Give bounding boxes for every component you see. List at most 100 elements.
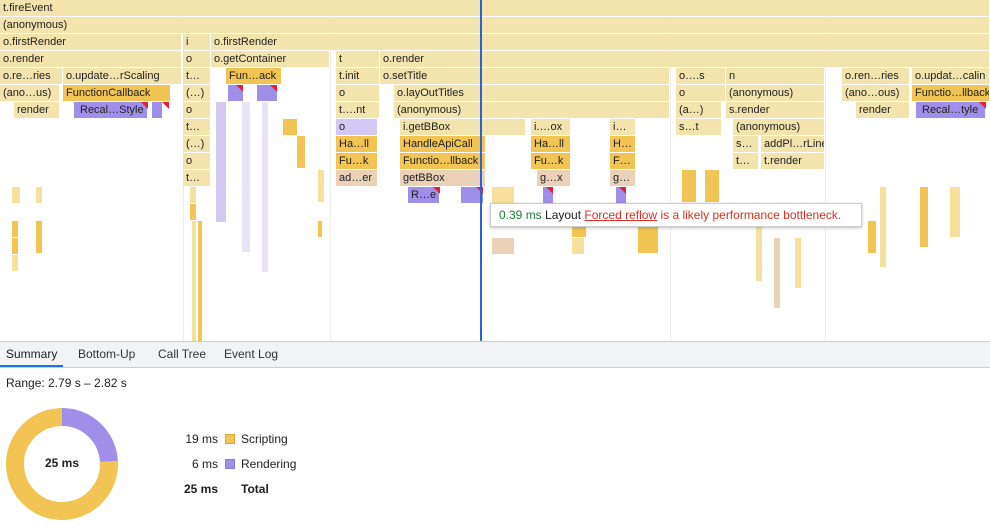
flame-block[interactable]: Functio…llback	[400, 153, 486, 169]
flame-block[interactable]: render	[14, 102, 60, 118]
flame-block[interactable]	[198, 221, 202, 341]
flame-block[interactable]: addPl…rLine	[761, 136, 825, 152]
flame-block[interactable]	[12, 221, 18, 237]
flame-block[interactable]: o	[183, 51, 211, 67]
flame-block[interactable]: (anonymous)	[726, 85, 825, 101]
flame-block[interactable]: o	[336, 119, 378, 135]
flame-block[interactable]: o.render	[380, 51, 990, 67]
flame-block[interactable]	[242, 102, 250, 252]
flame-block[interactable]	[492, 187, 514, 203]
flame-block[interactable]: s…	[733, 136, 759, 152]
flame-block[interactable]: o	[183, 153, 211, 169]
flame-block[interactable]: (…)	[183, 85, 211, 101]
flame-block[interactable]: o.firstRender	[0, 34, 182, 50]
flame-block[interactable]	[756, 221, 762, 281]
flame-block[interactable]	[543, 187, 553, 203]
flame-block[interactable]: Recal…Style	[74, 102, 148, 118]
flame-block[interactable]	[297, 136, 305, 168]
flame-block[interactable]	[152, 102, 162, 118]
flame-block[interactable]: o.layOutTitles	[394, 85, 670, 101]
flame-block[interactable]: F…	[610, 153, 636, 169]
flame-block[interactable]: (ano…us)	[0, 85, 60, 101]
flame-block[interactable]	[920, 187, 928, 247]
flame-block[interactable]: (anonymous)	[394, 102, 670, 118]
flame-block[interactable]: o.update…rScaling	[63, 68, 182, 84]
tab-call-tree[interactable]: Call Tree	[158, 347, 207, 361]
flame-block[interactable]: Recal…tyle	[916, 102, 986, 118]
flame-block[interactable]: render	[856, 102, 910, 118]
flame-block[interactable]: Functio…llback	[912, 85, 990, 101]
flame-block[interactable]: t…	[183, 170, 211, 186]
flame-block[interactable]	[283, 119, 297, 135]
flame-block[interactable]: (ano…ous)	[842, 85, 910, 101]
flame-block[interactable]	[880, 187, 886, 267]
flame-block[interactable]: o.firstRender	[211, 34, 990, 50]
flame-block[interactable]: o.render	[0, 51, 182, 67]
flame-block[interactable]: o.getContainer	[211, 51, 330, 67]
flame-block[interactable]: o.re…ries	[0, 68, 63, 84]
flame-block[interactable]	[12, 255, 18, 271]
flame-block[interactable]: t…	[183, 119, 211, 135]
flame-block[interactable]: t	[336, 51, 380, 67]
flame-block[interactable]: (…)	[183, 136, 211, 152]
flame-block[interactable]	[192, 221, 196, 341]
flame-block[interactable]: t.render	[761, 153, 825, 169]
flame-block[interactable]: o.setTitle	[380, 68, 670, 84]
flame-block[interactable]: g…x	[537, 170, 571, 186]
flame-block[interactable]: o….s	[676, 68, 726, 84]
flame-block[interactable]: s.render	[726, 102, 825, 118]
flame-block[interactable]: o.ren…ries	[842, 68, 910, 84]
flame-block[interactable]	[950, 187, 960, 237]
flame-block[interactable]: Fu…k	[336, 153, 378, 169]
flame-block[interactable]: R…e	[408, 187, 440, 203]
flame-block[interactable]: Ha…ll	[336, 136, 378, 152]
flame-block[interactable]	[216, 102, 226, 222]
flame-block[interactable]: n	[726, 68, 825, 84]
flame-block[interactable]: getBBox	[400, 170, 486, 186]
flame-block[interactable]: o	[676, 85, 726, 101]
flame-block[interactable]	[190, 204, 196, 220]
flame-block[interactable]	[36, 221, 42, 253]
flame-block[interactable]	[705, 170, 719, 202]
flame-block[interactable]: H…	[610, 136, 636, 152]
flame-block[interactable]	[774, 238, 780, 308]
flame-block[interactable]	[318, 170, 324, 202]
flame-block[interactable]	[492, 238, 514, 254]
flame-block[interactable]	[638, 221, 658, 253]
flame-block[interactable]	[36, 187, 42, 203]
flame-block[interactable]: (anonymous)	[0, 17, 990, 33]
flame-block[interactable]: ad…er	[336, 170, 378, 186]
flame-chart[interactable]: t.fireEvent (anonymous) o.firstRender i …	[0, 0, 990, 341]
flame-block[interactable]: o	[183, 102, 211, 118]
flame-block[interactable]: t…	[183, 68, 211, 84]
flame-block[interactable]: Fu…k	[531, 153, 571, 169]
flame-block[interactable]	[868, 221, 876, 253]
flame-block[interactable]: t…	[733, 153, 759, 169]
flame-block[interactable]: o	[336, 85, 380, 101]
flame-block[interactable]: i.getBBox	[400, 119, 526, 135]
flame-block[interactable]: g…	[610, 170, 636, 186]
flame-block[interactable]: i.…ox	[531, 119, 571, 135]
flame-block[interactable]	[616, 187, 626, 203]
flame-block[interactable]: t.fireEvent	[0, 0, 990, 16]
tab-event-log[interactable]: Event Log	[224, 347, 279, 361]
flame-block[interactable]: Fun…ack	[226, 68, 282, 84]
flame-block[interactable]: (a…)	[676, 102, 722, 118]
flame-block[interactable]	[682, 170, 696, 202]
flame-block[interactable]	[795, 238, 801, 288]
flame-block[interactable]: Ha…ll	[531, 136, 571, 152]
forced-reflow-link[interactable]: Forced reflow	[584, 208, 658, 222]
flame-block[interactable]: t.init	[336, 68, 380, 84]
tab-bottom-up[interactable]: Bottom-Up	[78, 347, 136, 361]
flame-block[interactable]	[262, 102, 268, 272]
flame-block[interactable]: (anonymous)	[733, 119, 825, 135]
flame-block[interactable]	[12, 238, 18, 254]
flame-block[interactable]: i	[183, 34, 211, 50]
flame-block[interactable]: o.updat…calin	[912, 68, 990, 84]
flame-block[interactable]	[572, 238, 584, 254]
flame-block[interactable]	[318, 221, 322, 237]
flame-block[interactable]	[12, 187, 20, 203]
flame-block[interactable]: HandleApiCall	[400, 136, 486, 152]
flame-block[interactable]: FunctionCallback	[63, 85, 171, 101]
tab-summary[interactable]: Summary	[0, 342, 64, 367]
